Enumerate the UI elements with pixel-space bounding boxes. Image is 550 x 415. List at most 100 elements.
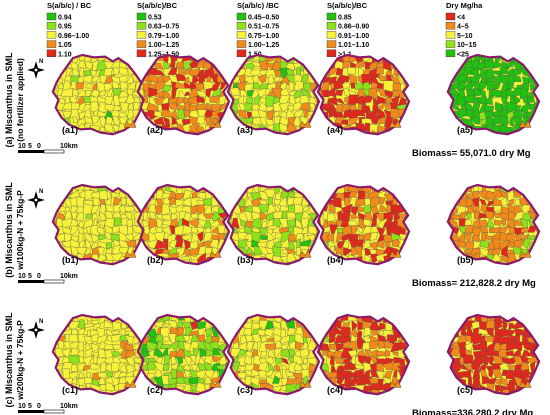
district-cell <box>97 247 105 258</box>
district-cell <box>78 138 86 146</box>
district-cell <box>351 320 358 331</box>
district-cell <box>437 140 448 148</box>
district-cell <box>535 254 540 264</box>
district-cell <box>41 132 50 138</box>
district-cell <box>224 254 230 261</box>
district-cell <box>414 327 422 337</box>
district-cell <box>272 399 282 408</box>
district-cell <box>317 55 325 57</box>
district-cell <box>91 204 101 215</box>
district-cell <box>224 390 230 395</box>
region-boundary <box>51 53 146 136</box>
district-cell <box>236 349 249 358</box>
district-cell <box>437 48 446 56</box>
district-cell <box>499 349 509 359</box>
district-cell <box>162 398 170 408</box>
district-cell <box>42 348 51 357</box>
district-cell <box>414 137 422 147</box>
district-cell <box>436 397 447 407</box>
district-cell <box>274 348 283 360</box>
district-cell <box>499 67 509 75</box>
district-cell <box>273 139 283 147</box>
district-cell <box>68 321 81 330</box>
district-cell <box>212 259 222 265</box>
district-cell <box>52 190 59 202</box>
district-cell <box>355 109 366 117</box>
district-cell <box>148 176 155 187</box>
district-cell <box>161 267 169 276</box>
district-cell <box>135 178 142 184</box>
district-cell <box>544 369 550 379</box>
district-cell <box>407 341 410 351</box>
district-cell <box>541 376 549 386</box>
district-cell <box>162 238 169 251</box>
panel-label: (c2) <box>147 385 163 395</box>
district-cell <box>398 55 408 57</box>
district-cell <box>306 192 316 199</box>
map-panel-b4: (b4) <box>306 183 411 266</box>
region-boundary <box>136 183 231 266</box>
district-cell <box>307 139 317 147</box>
district-cell <box>528 193 537 201</box>
legend-title: S(a/b/c) /BC <box>237 1 280 10</box>
district-cell <box>267 315 273 317</box>
district-cell <box>225 70 230 78</box>
district-cell <box>52 132 60 135</box>
district-cell <box>103 83 113 92</box>
district-cell <box>149 306 157 315</box>
legend-4: S(a/b/c)/BC 0.85 0.86–0.90 0.91–1.00 1.01–1.… <box>326 1 369 58</box>
district-cell <box>323 138 330 148</box>
district-cell <box>308 138 316 148</box>
row-subtitle: (no fertilizer applied) <box>15 58 25 142</box>
district-cell <box>119 269 129 276</box>
district-cell <box>125 268 136 275</box>
district-cell <box>143 211 148 222</box>
district-cell <box>82 74 93 84</box>
district-cell <box>306 55 315 63</box>
district-cell <box>513 400 522 405</box>
district-cell <box>156 397 165 407</box>
district-cell <box>97 371 107 380</box>
district-cell <box>98 185 109 187</box>
district-cell <box>245 185 256 187</box>
district-cell <box>319 315 332 325</box>
district-cell <box>227 375 233 386</box>
district-cell <box>534 241 540 250</box>
district-cell <box>224 399 233 407</box>
district-cell <box>369 232 379 241</box>
district-cell <box>541 212 550 221</box>
biomass-total: Biomass= 55,071.0 dry Mg <box>412 148 531 159</box>
district-cell <box>142 137 151 147</box>
district-cell <box>52 253 60 262</box>
district-cell <box>217 138 227 145</box>
district-cell <box>399 315 408 323</box>
district-cell <box>189 138 200 144</box>
district-cell <box>41 98 52 106</box>
district-cell <box>120 55 129 56</box>
district-cell <box>189 389 197 395</box>
district-cell <box>307 306 318 314</box>
north-arrow-icon: N <box>27 319 45 339</box>
district-cell <box>376 137 387 145</box>
district-cell <box>203 219 212 229</box>
district-cell <box>506 55 518 57</box>
district-cell <box>507 401 518 408</box>
district-cell <box>177 138 184 148</box>
district-cell <box>211 308 221 314</box>
district-cell <box>125 309 133 314</box>
district-cell <box>317 119 325 126</box>
district-cell <box>438 391 446 401</box>
district-cell <box>239 268 244 277</box>
district-cell <box>322 307 329 313</box>
region-boundary <box>51 313 146 396</box>
panel-label: (a3) <box>237 125 253 135</box>
district-cell <box>52 126 60 133</box>
district-cell <box>142 315 152 323</box>
district-cell <box>308 130 316 135</box>
district-cell <box>447 386 454 392</box>
district-cell <box>465 268 472 276</box>
district-cell <box>321 399 331 406</box>
district-cell <box>542 118 549 127</box>
district-cell <box>314 400 324 405</box>
legend-swatch <box>236 22 247 30</box>
